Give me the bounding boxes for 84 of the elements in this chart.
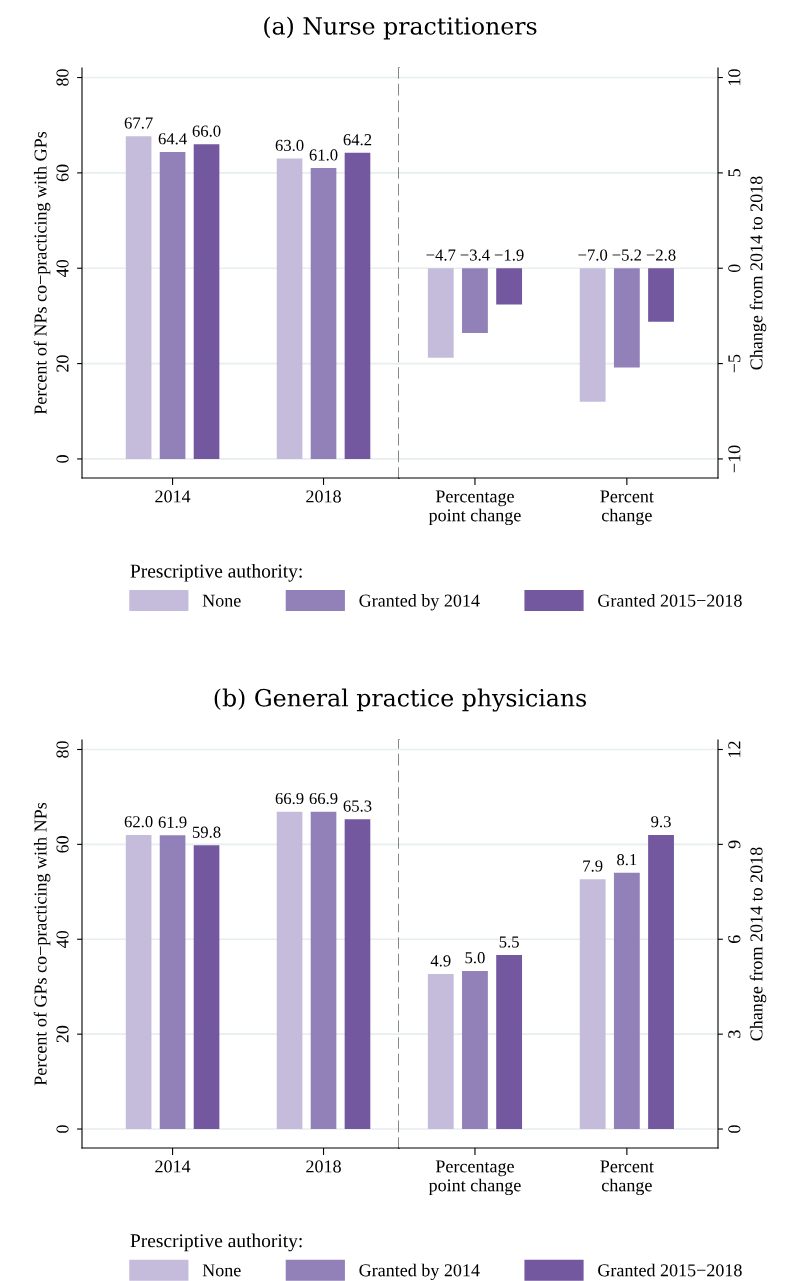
data-label: 66.0 (192, 125, 221, 137)
data-label: −7.0 (578, 249, 608, 261)
bar (276, 158, 303, 459)
bar (125, 136, 152, 459)
bar (344, 819, 371, 1130)
bar (496, 955, 523, 1130)
y-tick-label: 60 (56, 164, 69, 182)
y2-axis-title: Change from 2014 to 2018 (749, 847, 767, 1041)
data-label: 67.7 (124, 117, 153, 129)
bar (310, 168, 337, 459)
data-label: 7.9 (583, 860, 603, 872)
y2-tick-label: 10 (728, 69, 741, 85)
bar (613, 872, 640, 1130)
legend-label: Granted 2015−2018 (598, 594, 742, 607)
data-label: 64.4 (158, 133, 187, 145)
data-label: 61.9 (158, 816, 187, 828)
legend-title: Prescriptive authority: (130, 563, 302, 582)
y2-tick-label: 0 (728, 1125, 741, 1133)
data-label: 63.0 (275, 139, 304, 152)
bar (648, 834, 674, 1130)
y2-tick-label: 12 (728, 741, 741, 757)
legend-label: Granted by 2014 (359, 1263, 480, 1281)
y-tick-label: 40 (56, 259, 69, 277)
y2-tick-label: 3 (728, 1030, 741, 1038)
legend-label: None (202, 1264, 241, 1277)
legend-label: Granted by 2014 (359, 594, 480, 611)
y2-tick-label: 9 (728, 840, 741, 849)
y-tick-label: 20 (56, 355, 69, 372)
y2-tick-label: −5 (728, 354, 741, 373)
chart-title: (a) Nurse practitioners (264, 16, 537, 40)
data-label: 62.0 (124, 816, 153, 828)
y-tick-label: 80 (56, 741, 69, 758)
y-tick-label: 0 (56, 455, 69, 463)
y-tick-label: 0 (56, 1125, 69, 1133)
data-label: −2.8 (646, 249, 676, 261)
data-label: 65.3 (343, 800, 372, 812)
bar (310, 811, 337, 1130)
legend-title: Prescriptive authority: (130, 1233, 302, 1252)
bar (276, 811, 303, 1130)
bar (193, 845, 220, 1130)
data-label: −1.9 (494, 249, 524, 261)
bar (579, 879, 606, 1130)
y-axis-title: Percent of GPs co−practicing with NPs (33, 802, 51, 1086)
y-tick-label: 80 (56, 69, 69, 86)
y-tick-label: 60 (56, 836, 69, 853)
data-label: 9.3 (651, 816, 671, 828)
bar (159, 151, 186, 459)
x-tick-label: 2018 (306, 490, 341, 503)
bar (462, 970, 488, 1130)
data-label: 66.9 (275, 792, 304, 805)
y-tick-label: 40 (56, 930, 69, 948)
y2-tick-label: 6 (728, 935, 741, 943)
x-tick-label: Percent change (600, 490, 654, 526)
y2-tick-label: 5 (728, 169, 741, 177)
data-label: 4.9 (430, 955, 451, 967)
x-tick-label: Percent change (600, 1160, 654, 1196)
bar (344, 152, 371, 459)
legend-label: Granted 2015−2018 (598, 1263, 742, 1277)
y-axis-title: Percent of NPs co−practicing with GPs (33, 131, 51, 415)
bar (193, 144, 220, 459)
y2-tick-label: 0 (728, 264, 741, 273)
data-label: −3.4 (460, 249, 490, 261)
data-label: 61.0 (309, 149, 338, 161)
data-label: 59.8 (192, 826, 221, 838)
data-label: −5.2 (612, 249, 642, 261)
data-label: 5.0 (465, 952, 485, 964)
x-tick-label: Percentage point change (428, 1160, 521, 1196)
y2-tick-label: −10 (728, 445, 741, 473)
data-label: 8.1 (617, 854, 637, 866)
x-tick-label: 2014 (155, 490, 191, 503)
data-label: −4.7 (426, 249, 456, 261)
x-tick-label: Percentage point change (428, 490, 521, 526)
legend-label: None (202, 594, 241, 607)
x-tick-label: 2014 (155, 1160, 191, 1173)
y-tick-label: 20 (56, 1025, 69, 1043)
x-tick-label: 2018 (306, 1160, 341, 1173)
bar (427, 974, 454, 1130)
data-label: 5.5 (499, 936, 519, 948)
bar (125, 834, 152, 1130)
chart-title: (b) General practice physicians (214, 688, 586, 712)
data-label: 66.9 (309, 792, 338, 805)
y2-axis-title: Change from 2014 to 2018 (749, 176, 767, 370)
bar (159, 835, 186, 1130)
data-label: 64.2 (343, 134, 372, 146)
